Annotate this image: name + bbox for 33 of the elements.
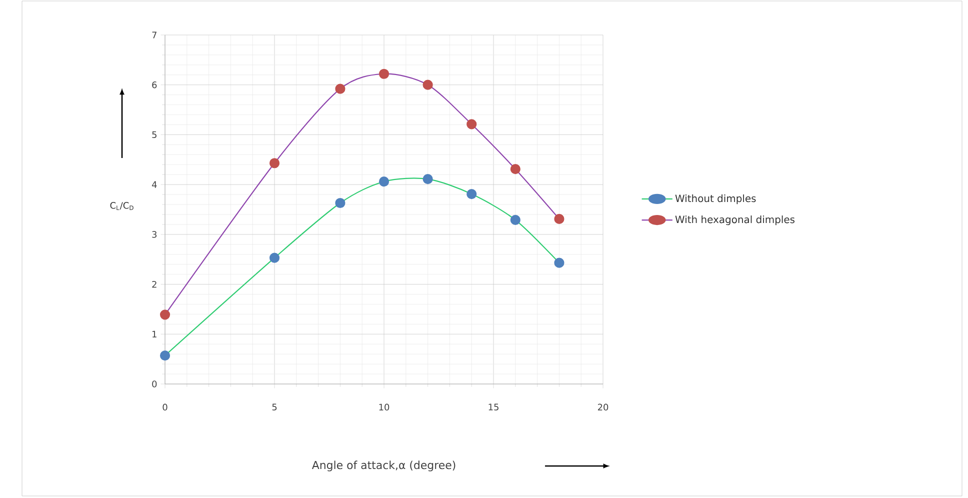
x-axis-title: Angle of attack,α (degree) bbox=[312, 460, 456, 472]
point bbox=[510, 164, 520, 174]
point bbox=[335, 198, 346, 208]
point bbox=[269, 252, 280, 263]
point bbox=[160, 350, 170, 361]
y-tick-label: 2 bbox=[152, 280, 156, 288]
point bbox=[554, 214, 564, 224]
x-tick-label: 5 bbox=[272, 404, 277, 410]
y-tick-label: 4 bbox=[152, 181, 157, 188]
x-tick-label: 15 bbox=[488, 404, 498, 410]
point bbox=[422, 174, 433, 184]
x-tick-label: 20 bbox=[598, 404, 608, 411]
point bbox=[554, 258, 564, 268]
y-tick-label: 1 bbox=[152, 330, 156, 338]
point bbox=[378, 68, 390, 79]
y-tick-label: 3 bbox=[152, 231, 157, 238]
y-tick-label: 7 bbox=[152, 32, 156, 38]
y-tick-label: 0 bbox=[152, 380, 157, 388]
point bbox=[269, 158, 280, 168]
x-tick-label: 0 bbox=[162, 404, 168, 411]
y-tick-label: 6 bbox=[152, 81, 157, 88]
legend-label: Without dimples bbox=[675, 194, 756, 204]
point bbox=[378, 176, 390, 187]
x-tick-label: 10 bbox=[379, 404, 390, 411]
y-tick-label: 5 bbox=[152, 131, 156, 138]
point bbox=[422, 80, 433, 90]
point bbox=[466, 188, 477, 200]
point bbox=[335, 84, 346, 94]
legend-label: With hexagonal dimples bbox=[675, 215, 795, 226]
point bbox=[510, 214, 520, 226]
point bbox=[160, 310, 170, 320]
y-axis-title: C$_{L}$/C$_{D}$ bbox=[110, 202, 134, 210]
point bbox=[466, 119, 477, 130]
